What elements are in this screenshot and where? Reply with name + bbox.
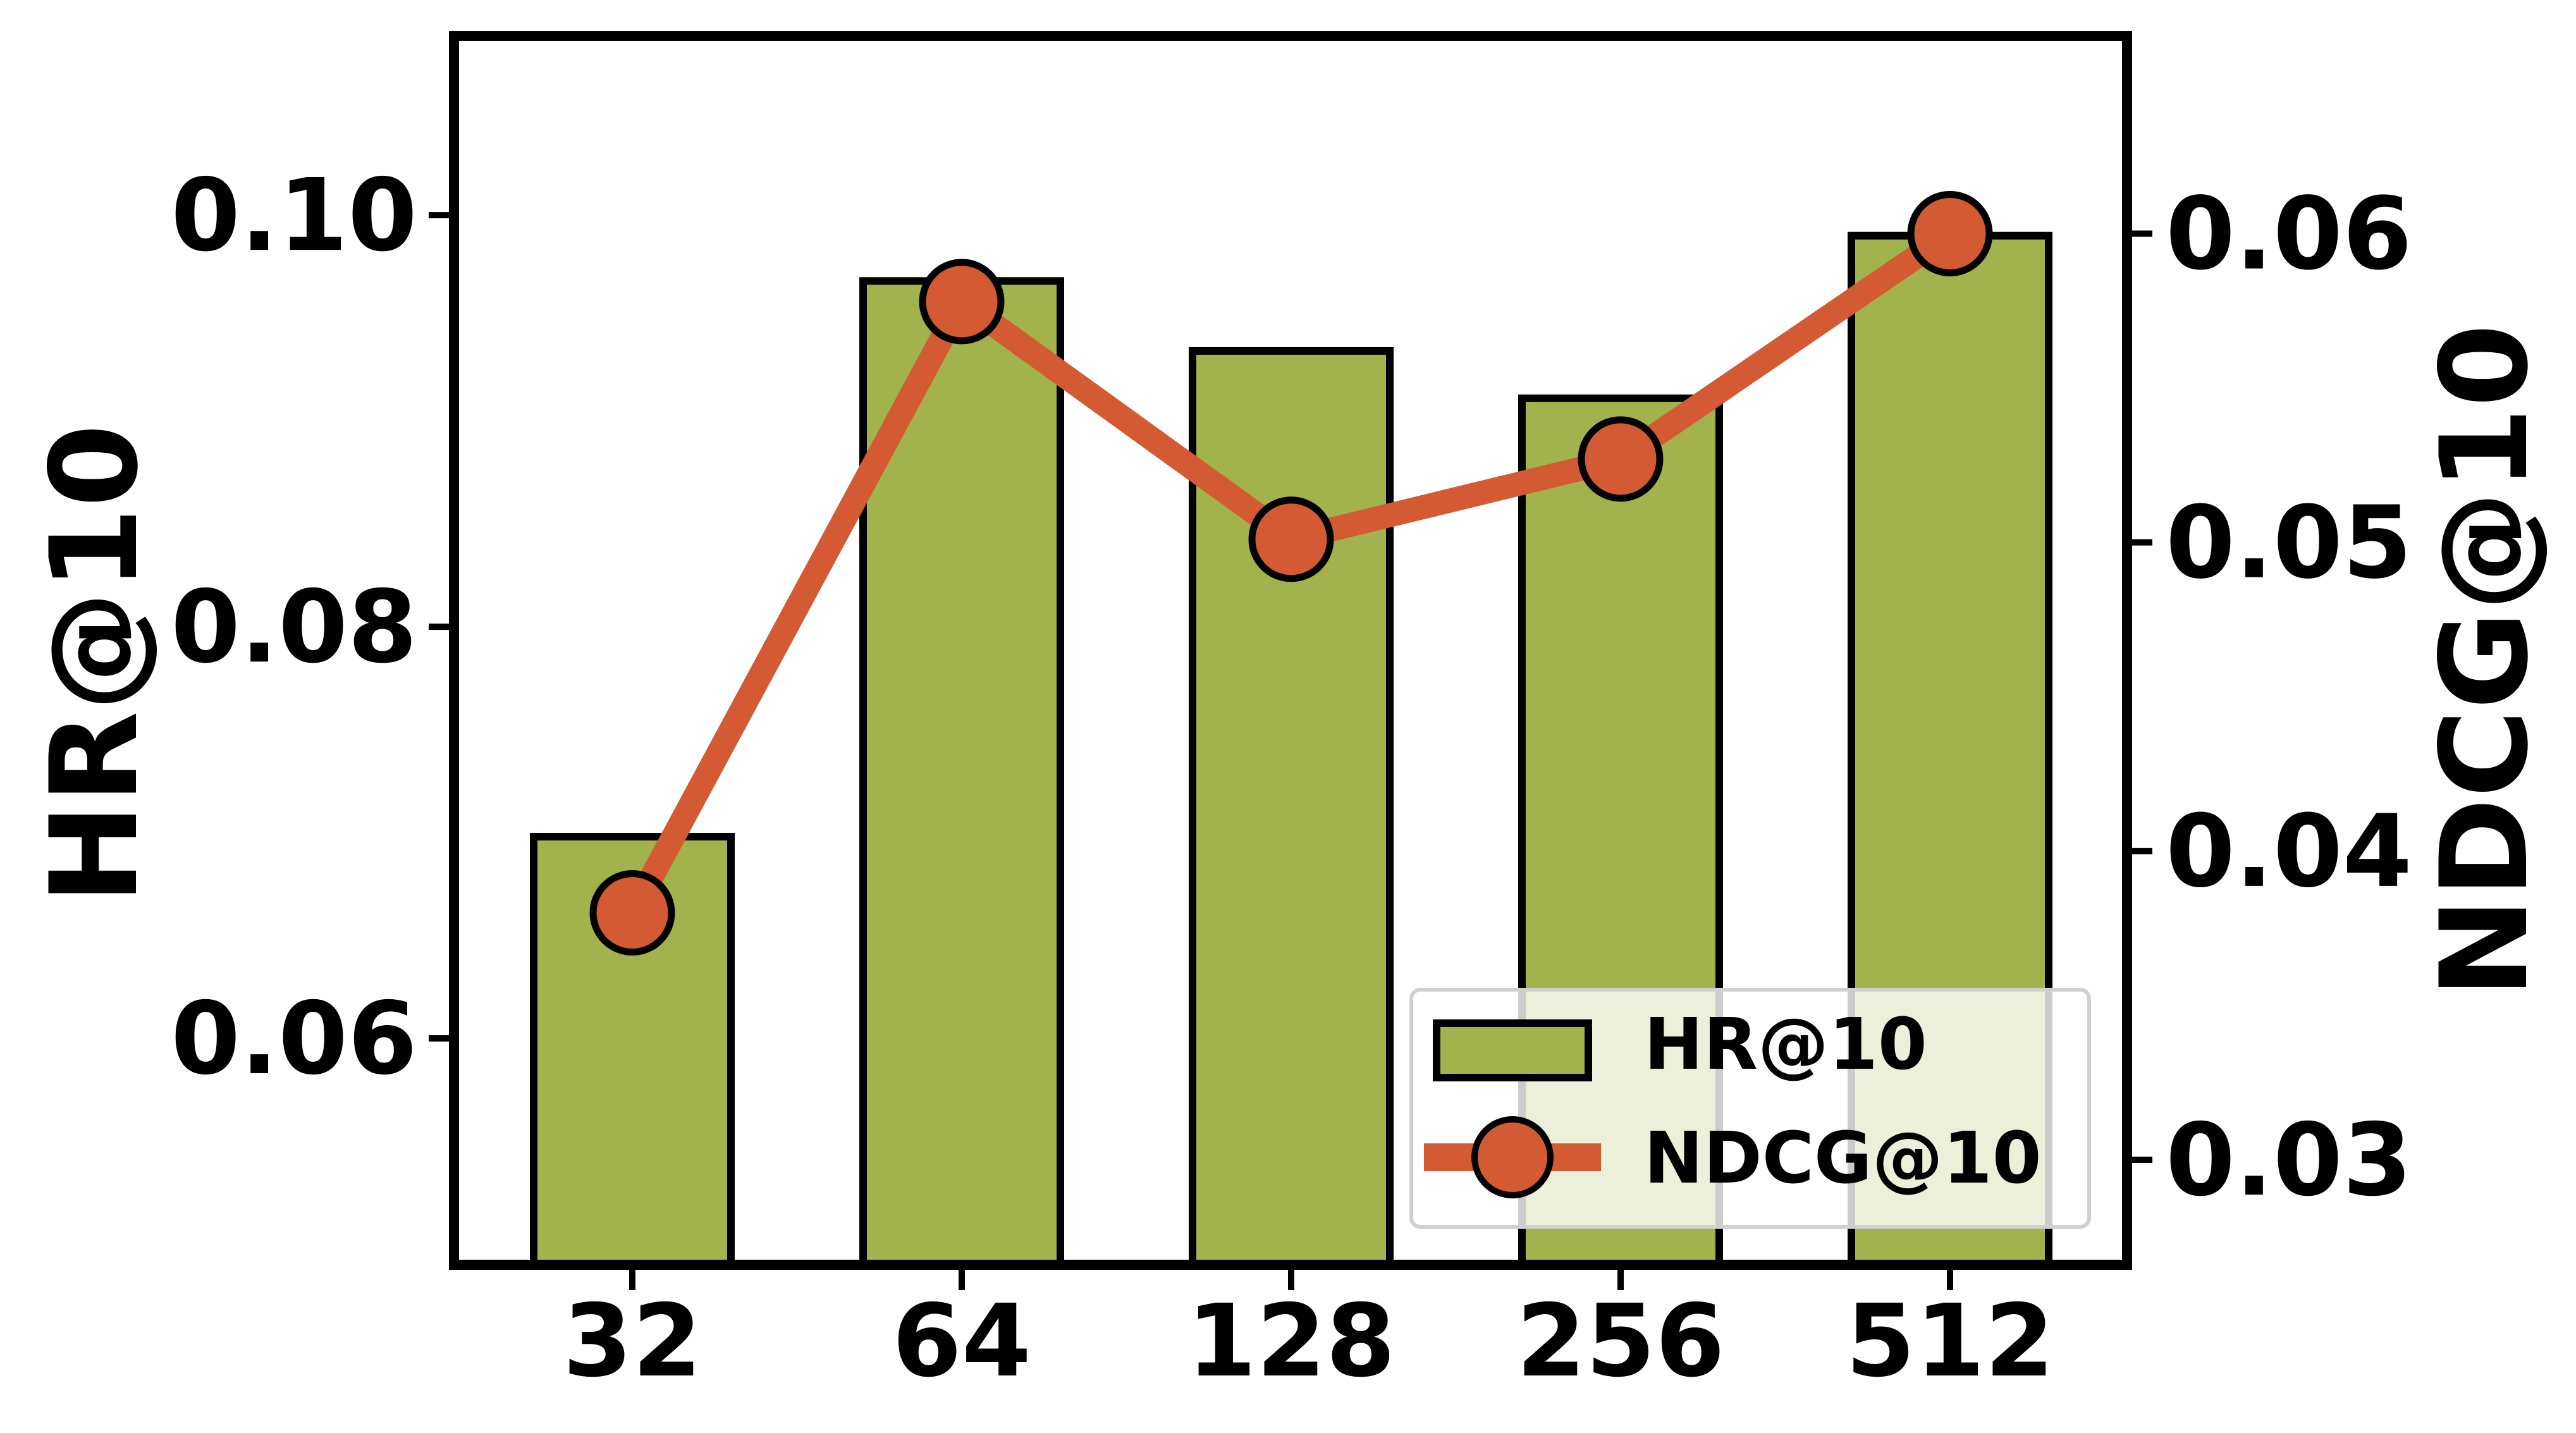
- y-axis-right-title: NDCG@10: [2415, 324, 2555, 999]
- legend-label-ndcg: NDCG@10: [1644, 1117, 2042, 1200]
- y-left-tick-label-0.08: 0.08: [171, 569, 417, 686]
- legend-label-hr: HR@10: [1644, 1004, 1927, 1086]
- y-left-tick-label-0.10: 0.10: [171, 157, 417, 274]
- y-axis-left-title: HR@10: [25, 424, 164, 904]
- point-ndcg-256: [1578, 416, 1664, 502]
- y-right-tick-label-0.03: 0.03: [2166, 1102, 2412, 1219]
- y-right-tick-label-0.04: 0.04: [2166, 794, 2412, 910]
- point-ndcg-32: [589, 870, 675, 956]
- y-right-tick-label-0.05: 0.05: [2166, 485, 2412, 601]
- x-tick-label-128: 128: [1187, 1283, 1395, 1399]
- x-tick-label-32: 32: [563, 1283, 702, 1399]
- y-left-tick-label-0.06: 0.06: [171, 981, 417, 1097]
- x-tick-label-512: 512: [1846, 1283, 2054, 1399]
- legend-swatch-hr: [1433, 1019, 1592, 1081]
- x-tick-label-64: 64: [892, 1283, 1031, 1399]
- legend: HR@10 NDCG@10: [1409, 988, 2091, 1229]
- x-axis: 32 64 128 256 512: [563, 1270, 2054, 1399]
- legend-swatch-ndcg-marker: [1471, 1116, 1554, 1198]
- plot-frame: [449, 31, 2132, 1270]
- point-ndcg-64: [919, 259, 1005, 345]
- y-axis-left: 0.06 0.08 0.10: [171, 157, 449, 1097]
- x-tick-label-256: 256: [1516, 1283, 1725, 1399]
- y-right-tick-label-0.06: 0.06: [2166, 176, 2412, 292]
- line-series-ndcg: [589, 190, 1993, 956]
- point-ndcg-512: [1907, 190, 1993, 276]
- y-axis-right: 0.03 0.04 0.05 0.06: [2132, 176, 2412, 1219]
- point-ndcg-128: [1248, 496, 1334, 582]
